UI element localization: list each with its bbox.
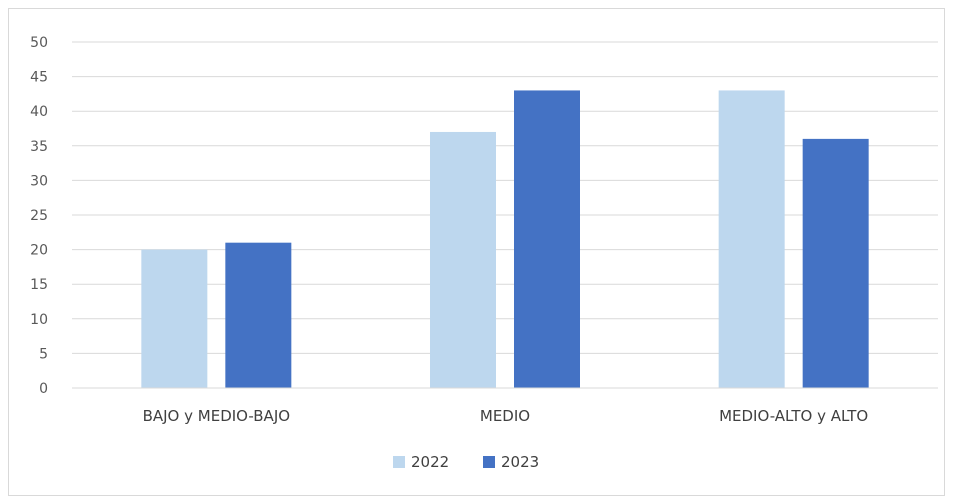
x-axis-category-labels: BAJO y MEDIO-BAJO MEDIO MEDIO-ALTO y ALTO [143, 407, 869, 425]
legend-label: 2022 [411, 453, 449, 471]
y-axis-tick-labels: 0 5 10 15 20 25 30 35 40 45 50 [30, 35, 48, 397]
y-tick-label: 0 [39, 381, 48, 397]
legend-label: 2023 [501, 453, 539, 471]
legend-swatch-2023 [483, 456, 495, 468]
legend: 2022 2023 [393, 453, 539, 471]
y-tick-label: 40 [30, 104, 48, 120]
gridlines [72, 41, 938, 354]
y-tick-label: 15 [30, 277, 48, 293]
y-tick-label: 35 [30, 139, 48, 155]
y-tick-label: 50 [30, 35, 48, 51]
y-tick-label: 30 [30, 173, 48, 189]
legend-swatch-2022 [393, 456, 405, 468]
bar-2023-1 [225, 242, 292, 388]
bar-2022-3 [718, 90, 785, 388]
y-tick-label: 10 [30, 312, 48, 328]
y-tick-label: 25 [30, 208, 48, 224]
x-category-label: MEDIO [480, 407, 530, 425]
bar-2023-2 [514, 90, 580, 388]
bar-2022-1 [141, 249, 208, 388]
bars [141, 90, 869, 388]
bar-2022-2 [430, 131, 496, 388]
y-tick-label: 20 [30, 243, 48, 259]
x-category-label: BAJO y MEDIO-BAJO [143, 407, 290, 425]
y-tick-label: 45 [30, 70, 48, 86]
bar-2023-3 [802, 138, 869, 388]
y-tick-label: 5 [39, 346, 48, 362]
x-category-label: MEDIO-ALTO y ALTO [719, 407, 868, 425]
